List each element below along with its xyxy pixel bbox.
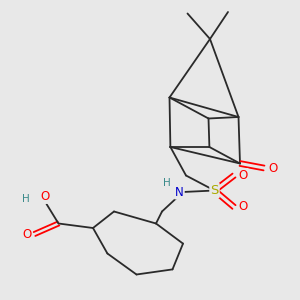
Text: O: O	[238, 200, 247, 214]
Text: S: S	[210, 184, 219, 197]
Text: H: H	[163, 178, 170, 188]
Text: H: H	[22, 194, 29, 205]
Text: O: O	[22, 227, 32, 241]
Text: N: N	[175, 185, 184, 199]
Text: O: O	[40, 190, 50, 203]
Text: O: O	[238, 169, 247, 182]
Text: O: O	[268, 161, 278, 175]
